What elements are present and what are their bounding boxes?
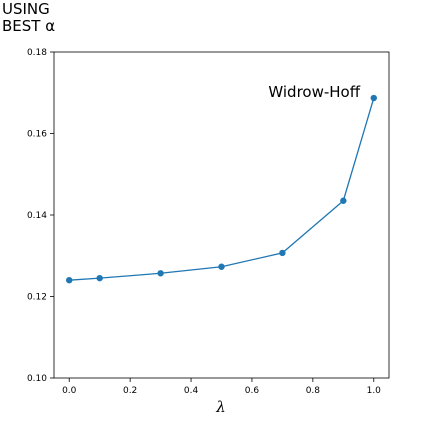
plot-frame: [53, 51, 390, 379]
series-layer: [66, 94, 377, 284]
y-tick-label: 0.16: [27, 130, 47, 140]
x-axis: 0.0 0.2 0.4 0.6 0.8 1.0: [62, 378, 381, 396]
y-tick-label: 0.14: [27, 211, 47, 221]
data-point: [96, 274, 103, 282]
data-point: [157, 270, 164, 277]
x-tick-label: 0.8: [306, 386, 321, 396]
x-tick-label: 0.6: [245, 386, 260, 396]
y-axis: 0.10 0.12 0.14 0.16 0.18: [27, 48, 54, 384]
data-point: [218, 263, 225, 270]
data-point: [340, 197, 347, 204]
data-point: [279, 249, 286, 257]
x-tick-label: 0.4: [184, 386, 199, 396]
series-line: [69, 97, 375, 281]
data-point: [370, 94, 377, 102]
title-line-1: USING: [2, 0, 50, 18]
y-tick-label: 0.18: [27, 48, 47, 58]
x-tick-label: 0.0: [62, 386, 77, 396]
x-tick-label: 0.2: [123, 386, 137, 396]
x-axis-label: λ: [215, 398, 226, 416]
y-tick-label: 0.12: [27, 293, 47, 303]
data-point: [66, 277, 73, 284]
title-line-2: BEST α: [2, 17, 55, 35]
y-tick-label: 0.10: [27, 374, 47, 384]
annotation-layer: Widrow-Hoff: [268, 83, 360, 101]
annotation-label: Widrow-Hoff: [268, 83, 360, 101]
x-tick-label: 1.0: [367, 386, 382, 396]
